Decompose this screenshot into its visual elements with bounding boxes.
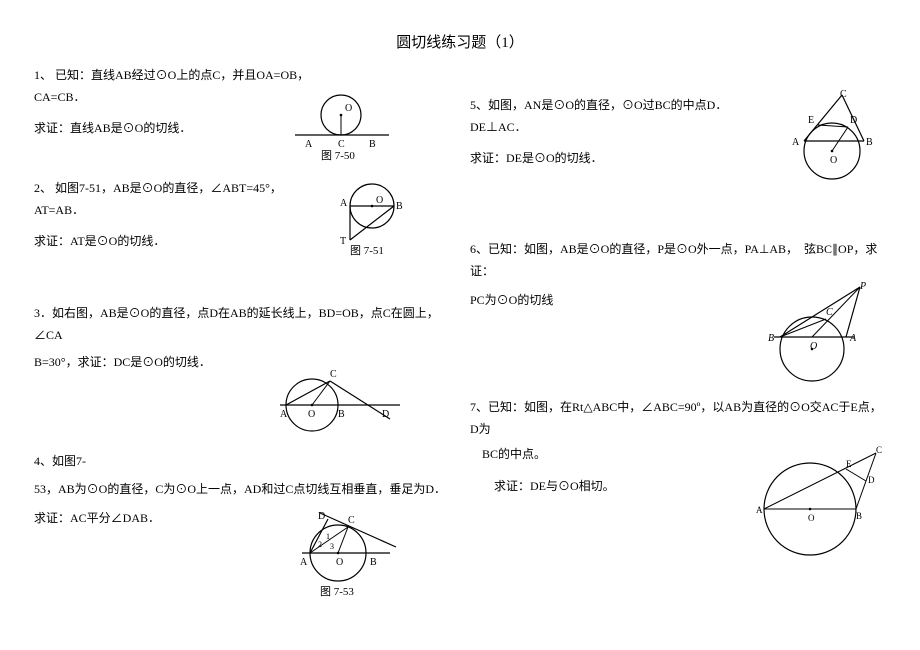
- q1-text1: 1、 已知：直线AB经过⊙O上的点C，并且OA=OB，CA=CB．: [34, 65, 314, 108]
- svg-text:A: A: [792, 137, 800, 148]
- q2-svg: O A T B 图 7-51: [322, 178, 412, 258]
- q2-figure: O A T B 图 7-51: [322, 178, 412, 258]
- svg-text:A: A: [300, 557, 308, 568]
- q2-text1: 2、 如图7-51，AB是⊙O的直径，∠ABT=45°，AT=AB．: [34, 178, 314, 221]
- svg-text:D: D: [318, 511, 325, 522]
- svg-text:B: B: [369, 139, 376, 150]
- svg-text:O: O: [345, 103, 352, 114]
- q5-text2: 求证：DE是⊙O的切线．: [470, 148, 750, 170]
- svg-text:B: B: [396, 201, 403, 212]
- q7: 7、已知：如图，在Rt△ABC中，∠ABC=90º，以AB为直径的⊙O交AC于E…: [470, 397, 886, 567]
- svg-text:图 7-50: 图 7-50: [321, 149, 355, 162]
- q5-text1: 5、如图，AN是⊙O的直径，⊙O过BC的中点D．DE⊥AC．: [470, 95, 750, 138]
- q6: 6、已知：如图，AB是⊙O的直径，P是⊙O外一点，PA⊥AB， 弦BC∥OP，求…: [470, 239, 886, 389]
- svg-text:C: C: [876, 445, 882, 455]
- svg-text:B: B: [338, 409, 345, 420]
- svg-text:C: C: [840, 89, 847, 100]
- q6-text1: 6、已知：如图，AB是⊙O的直径，P是⊙O外一点，PA⊥AB， 弦BC∥OP，求…: [470, 239, 886, 282]
- svg-text:B: B: [856, 511, 862, 521]
- q1-figure: O A C B 图 7-50: [289, 93, 394, 163]
- svg-text:A: A: [849, 333, 857, 344]
- svg-text:T: T: [340, 236, 346, 247]
- svg-text:B: B: [768, 333, 774, 344]
- q3-text1: 3．如右图，AB是⊙O的直径，点D在AB的延长线上，BD=OB，点C在圆上，∠C…: [34, 303, 450, 346]
- svg-text:图 7-53: 图 7-53: [320, 585, 354, 598]
- svg-text:A: A: [340, 198, 348, 209]
- svg-text:C: C: [826, 307, 833, 318]
- q4-svg: A O B C D 1 2 3 图 7-53: [290, 509, 410, 599]
- svg-text:E: E: [846, 459, 852, 469]
- svg-text:D: D: [868, 475, 875, 485]
- right-column: 5、如图，AN是⊙O的直径，⊙O过BC的中点D．DE⊥AC． 求证：DE是⊙O的…: [470, 65, 886, 599]
- q5-svg: C D E A B O: [780, 89, 890, 189]
- svg-text:3: 3: [330, 542, 334, 551]
- svg-text:C: C: [348, 515, 355, 526]
- svg-text:O: O: [810, 341, 817, 352]
- q3-svg: A O C B D: [272, 361, 412, 441]
- q3-figure: A O C B D: [272, 361, 412, 441]
- q1-svg: O A C B 图 7-50: [289, 93, 394, 163]
- q2-text2: 求证：AT是⊙O的切线．: [34, 231, 314, 253]
- q2: 2、 如图7-51，AB是⊙O的直径，∠ABT=45°，AT=AB． 求证：AT…: [34, 178, 450, 283]
- q4-text1: 4、如图7-: [34, 451, 450, 473]
- q6-svg: B O A P C: [754, 279, 884, 389]
- svg-text:A: A: [756, 505, 763, 515]
- q6-figure: B O A P C: [754, 279, 884, 389]
- svg-text:O: O: [830, 155, 837, 166]
- svg-text:1: 1: [326, 532, 330, 541]
- q1-text2: 求证：直线AB是⊙O的切线．: [34, 118, 314, 140]
- svg-text:A: A: [305, 139, 313, 150]
- svg-text:C: C: [330, 369, 337, 380]
- svg-text:O: O: [308, 409, 315, 420]
- page-title: 圆切线练习题（1）: [0, 0, 920, 65]
- svg-text:2: 2: [318, 540, 322, 549]
- q1: 1、 已知：直线AB经过⊙O上的点C，并且OA=OB，CA=CB． 求证：直线A…: [34, 65, 450, 170]
- svg-text:B: B: [370, 557, 377, 568]
- svg-text:O: O: [808, 513, 815, 523]
- svg-text:E: E: [808, 115, 814, 126]
- q7-text1: 7、已知：如图，在Rt△ABC中，∠ABC=90º，以AB为直径的⊙O交AC于E…: [470, 397, 886, 440]
- left-column: 1、 已知：直线AB经过⊙O上的点C，并且OA=OB，CA=CB． 求证：直线A…: [34, 65, 450, 599]
- svg-text:D: D: [850, 115, 857, 126]
- svg-text:C: C: [338, 139, 345, 150]
- svg-text:B: B: [866, 137, 873, 148]
- svg-text:P: P: [859, 281, 866, 292]
- q4: 4、如图7- 53，AB为⊙O的直径，C为⊙O上一点，AD和过C点切线互相垂直，…: [34, 451, 450, 591]
- svg-text:图 7-51: 图 7-51: [350, 244, 384, 257]
- columns: 1、 已知：直线AB经过⊙O上的点C，并且OA=OB，CA=CB． 求证：直线A…: [0, 65, 920, 599]
- q7-figure: A O B C D E: [748, 443, 898, 563]
- q7-svg: A O B C D E: [748, 443, 898, 563]
- q4-figure: A O B C D 1 2 3 图 7-53: [290, 509, 410, 599]
- q5: 5、如图，AN是⊙O的直径，⊙O过BC的中点D．DE⊥AC． 求证：DE是⊙O的…: [470, 95, 886, 225]
- q4-text2: 53，AB为⊙O的直径，C为⊙O上一点，AD和过C点切线互相垂直，垂足为D．: [34, 479, 450, 501]
- q3: 3．如右图，AB是⊙O的直径，点D在AB的延长线上，BD=OB，点C在圆上，∠C…: [34, 303, 450, 443]
- q5-figure: C D E A B O: [780, 89, 890, 189]
- svg-text:D: D: [382, 409, 389, 420]
- svg-text:O: O: [376, 195, 383, 206]
- svg-text:A: A: [280, 409, 288, 420]
- svg-text:O: O: [336, 557, 343, 568]
